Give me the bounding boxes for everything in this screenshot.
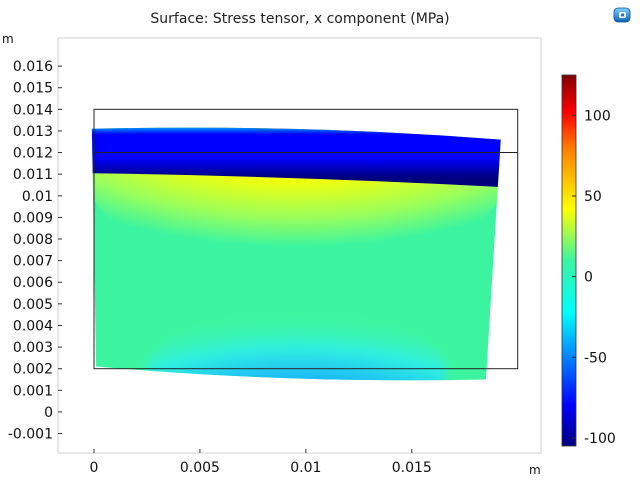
y-tick-label: -0.001: [8, 427, 53, 443]
geometry-outline: [93, 108, 519, 370]
colorbar: 100 50 0 -50 -100: [561, 74, 616, 447]
stress-surface: [91, 127, 501, 381]
y-tick-label: 0.007: [13, 254, 53, 270]
x-tick-label: 0: [90, 460, 99, 476]
colorbar-ticks: 100 50 0 -50 -100: [572, 108, 616, 447]
colorbar-tick-label: 0: [584, 270, 593, 286]
y-unit-label: m: [2, 32, 14, 46]
upper-layer-compression: [91, 127, 501, 188]
y-tick-label: 0.015: [13, 81, 53, 97]
y-tick-label: 0.002: [13, 362, 53, 378]
comsol-logo-icon: [613, 6, 631, 24]
y-tick-label: 0.003: [13, 340, 53, 356]
colorbar-gradient: [561, 74, 577, 447]
x-tick-label: 0.015: [392, 460, 432, 476]
x-tick-label: 0.005: [180, 460, 220, 476]
y-tick-label: 0: [44, 405, 53, 421]
compression-lobe-bottom: [146, 312, 447, 381]
y-tick-label: 0.011: [13, 167, 53, 183]
undeformed-outline: [93, 108, 519, 370]
colorbar-tick-label: -100: [584, 431, 616, 447]
x-unit-label: m: [529, 463, 541, 477]
plot-title: Surface: Stress tensor, x component (MPa…: [150, 11, 450, 27]
y-tick-label: 0.013: [13, 124, 53, 140]
y-tick-label: 0.012: [13, 146, 53, 162]
y-tick-label: 0.014: [13, 102, 53, 118]
colorbar-tick-label: 50: [584, 189, 602, 205]
y-tick-label: 0.01: [22, 189, 53, 205]
y-tick-label: 0.009: [13, 210, 53, 226]
x-tick-label: 0.01: [290, 460, 321, 476]
y-tick-label: 0.004: [13, 318, 53, 334]
colorbar-tick-label: 100: [584, 108, 611, 124]
y-tick-label: 0.001: [13, 383, 53, 399]
x-axis: 0 0.005 0.01 0.015: [90, 449, 432, 476]
y-tick-label: 0.005: [13, 297, 53, 313]
y-tick-label: 0.006: [13, 275, 53, 291]
y-tick-label: 0.008: [13, 232, 53, 248]
y-axis: -0.001 0 0.001 0.002 0.003 0.004 0.005 0.006 0.0…: [8, 59, 62, 443]
colorbar-tick-label: -50: [584, 350, 607, 366]
y-tick-label: 0.016: [13, 59, 53, 75]
